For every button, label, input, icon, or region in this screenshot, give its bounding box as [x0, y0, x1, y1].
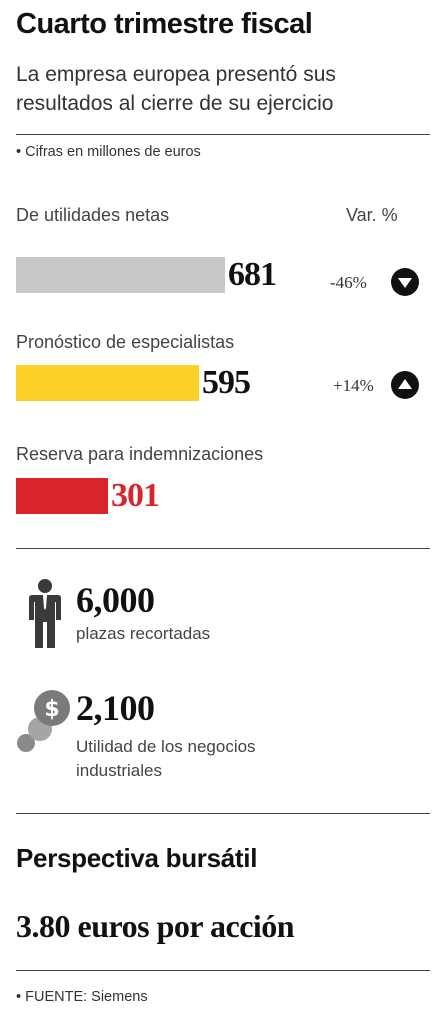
bar-value-label: 595	[202, 364, 251, 401]
source-text: FUENTE: Siemens	[25, 989, 148, 1005]
divider	[16, 134, 430, 135]
bar-label: De utilidades netas	[16, 205, 170, 225]
stat-value: 2,100	[76, 688, 155, 728]
page-subtitle: La empresa europea presentó sus resultad…	[16, 63, 336, 115]
stat-label: Utilidad de los negocios industriales	[76, 737, 256, 780]
triangle-down-icon	[391, 268, 419, 296]
svg-text:$: $	[44, 697, 59, 722]
divider	[16, 548, 430, 549]
units-note-text: Cifras en millones de euros	[25, 144, 201, 160]
bar-label: Reserva para indemnizaciones	[16, 444, 264, 464]
stat-label: plazas recortadas	[76, 624, 211, 643]
bar	[16, 365, 199, 401]
divider	[16, 813, 430, 814]
units-note: • Cifras en millones de euros	[16, 144, 201, 160]
variation-header: Var. %	[346, 205, 398, 225]
triangle-up-icon	[391, 371, 419, 399]
coins-dollar-icon: $	[17, 690, 70, 752]
bar-value-label: 301	[111, 477, 160, 514]
section-title: Perspectiva bursátil	[16, 843, 258, 873]
change-label: -46%	[330, 273, 367, 292]
source-note: • FUENTE: Siemens	[16, 989, 148, 1005]
bullet: •	[16, 144, 26, 160]
bar	[16, 478, 108, 514]
change-label: +14%	[333, 376, 374, 395]
share-price: 3.80 euros por acción	[16, 908, 295, 944]
divider	[16, 970, 430, 971]
stat-value: 6,000	[76, 580, 155, 620]
bar-label: Pronóstico de especialistas	[16, 332, 235, 352]
page-title: Cuarto trimestre fiscal	[16, 8, 313, 40]
person-icon	[29, 579, 61, 648]
bar	[16, 257, 225, 293]
bar-value-label: 681	[228, 256, 277, 293]
bullet: •	[16, 989, 26, 1005]
